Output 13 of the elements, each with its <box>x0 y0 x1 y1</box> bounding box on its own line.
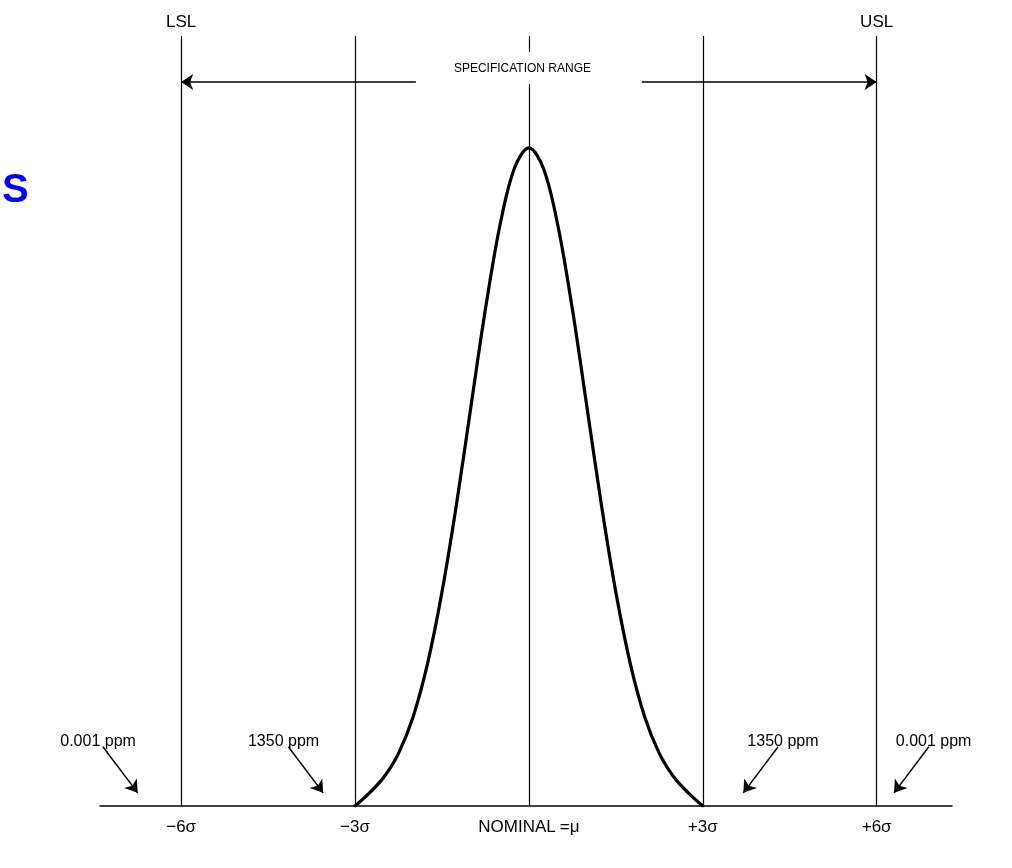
x-tick-label: −6σ <box>166 817 197 836</box>
ref-line-label: USL <box>860 12 894 31</box>
annotation: 1350 ppm <box>247 731 320 749</box>
x-tick-label: +3σ <box>687 817 719 836</box>
x-tick-label: −3σ <box>340 817 371 836</box>
ref-line-label: LSL <box>166 12 197 31</box>
text: SPECIFICATION RANGE <box>453 61 592 76</box>
annotation: 0.001 ppm <box>895 731 972 749</box>
x-tick-label: NOMINAL =μ <box>478 817 580 836</box>
text: S <box>2 166 29 210</box>
annotation: 1350 ppm <box>747 731 819 749</box>
annotation: 0.001 ppm <box>60 731 136 749</box>
x-tick-label: +6σ <box>861 817 893 836</box>
